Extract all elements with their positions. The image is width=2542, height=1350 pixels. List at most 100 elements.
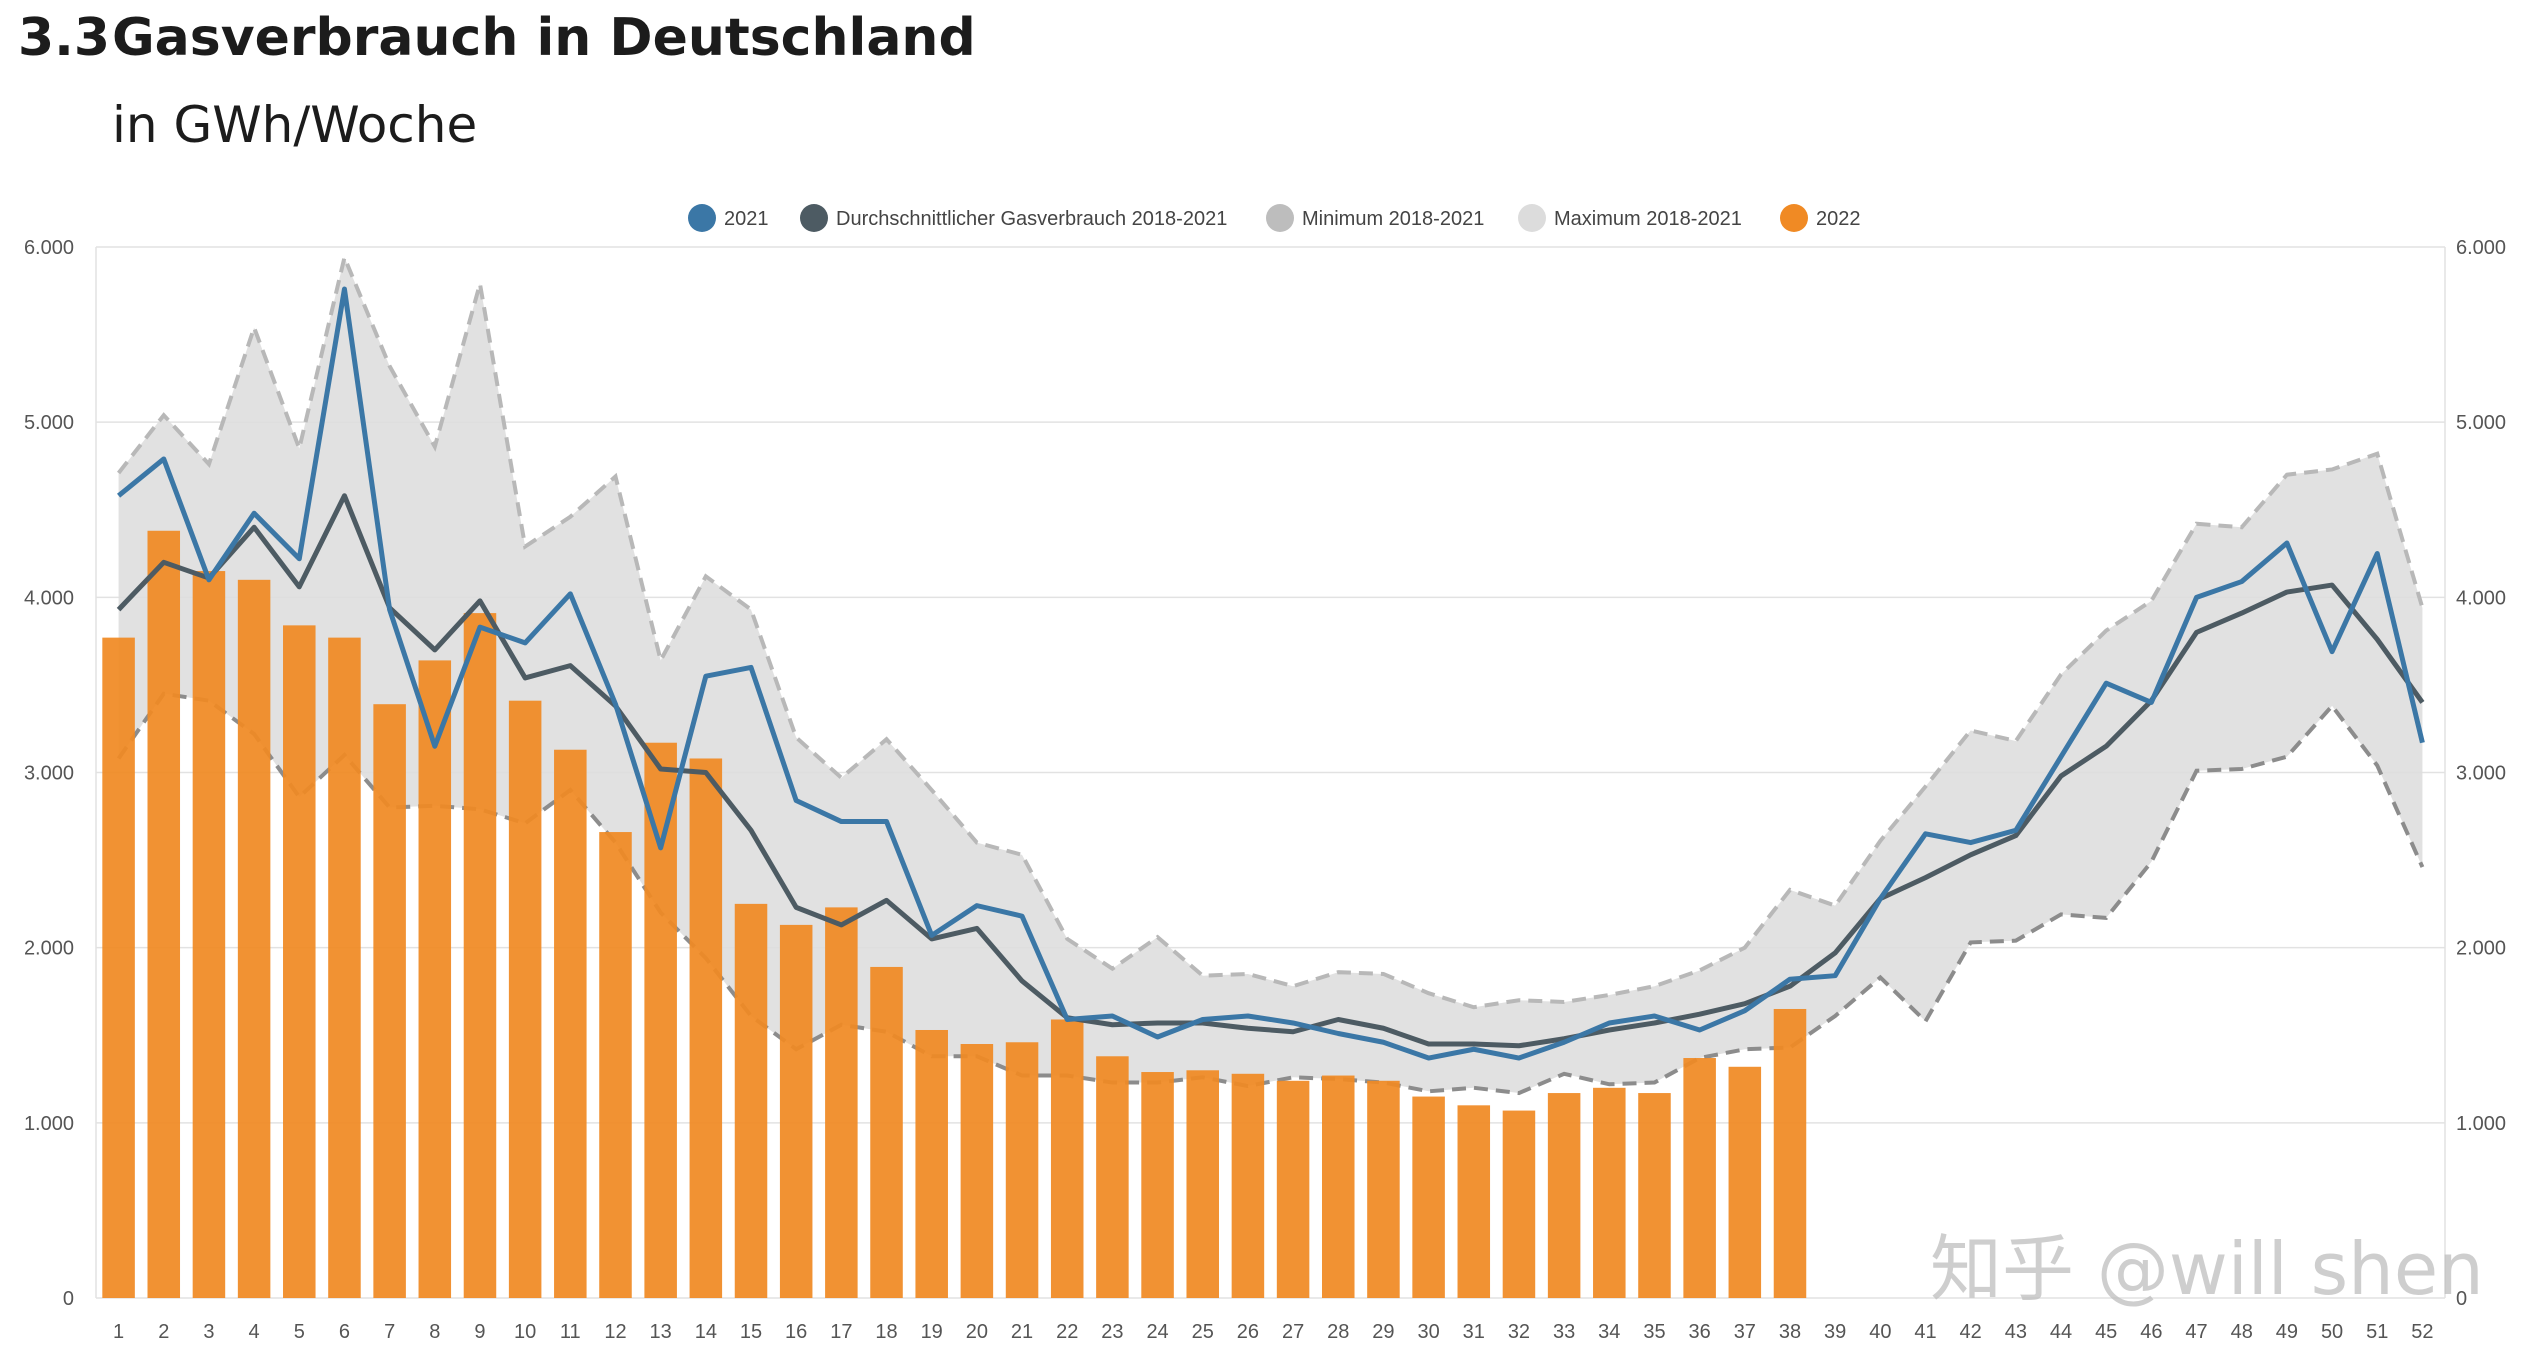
x-tick-46: 46 bbox=[2140, 1321, 2162, 1343]
bar-2022-week-8 bbox=[418, 660, 452, 1298]
y-tick-right-6: 6.000 bbox=[2456, 237, 2506, 259]
x-tick-28: 28 bbox=[1327, 1321, 1349, 1343]
bar-2022-week-20 bbox=[960, 1044, 994, 1298]
y-tick-right-3: 3.000 bbox=[2456, 763, 2506, 785]
x-tick-27: 27 bbox=[1282, 1321, 1304, 1343]
y-tick-right-2: 2.000 bbox=[2456, 938, 2506, 960]
bar-2022-week-7 bbox=[373, 704, 406, 1298]
x-tick-31: 31 bbox=[1463, 1321, 1485, 1343]
x-tick-47: 47 bbox=[2185, 1321, 2207, 1343]
bar-2022-week-15 bbox=[734, 903, 768, 1298]
bar-2022-week-27 bbox=[1276, 1080, 1310, 1298]
section-number: 3.3 bbox=[18, 8, 111, 68]
x-tick-50: 50 bbox=[2321, 1321, 2343, 1343]
bar-2022-week-32 bbox=[1502, 1110, 1536, 1298]
bar-2022-week-30 bbox=[1412, 1096, 1445, 1298]
bar-2022-week-23 bbox=[1096, 1056, 1129, 1298]
page-subtitle: in GWh/Woche bbox=[112, 96, 478, 154]
x-tick-2: 2 bbox=[158, 1321, 169, 1343]
bar-2022-week-3 bbox=[192, 571, 226, 1298]
x-tick-34: 34 bbox=[1598, 1321, 1620, 1343]
bar-2022-week-36 bbox=[1683, 1058, 1716, 1298]
x-tick-13: 13 bbox=[650, 1321, 672, 1343]
legend-label-1: Durchschnittlicher Gasverbrauch 2018-202… bbox=[836, 208, 1227, 230]
bar-2022-week-22 bbox=[1050, 1019, 1084, 1298]
x-tick-9: 9 bbox=[474, 1321, 485, 1343]
x-tick-52: 52 bbox=[2411, 1321, 2433, 1343]
x-tick-51: 51 bbox=[2366, 1321, 2388, 1343]
x-tick-30: 30 bbox=[1417, 1321, 1439, 1343]
x-tick-44: 44 bbox=[2050, 1321, 2072, 1343]
y-tick-right-0: 0 bbox=[2456, 1288, 2467, 1310]
legend-label-3: Maximum 2018-2021 bbox=[1554, 208, 1742, 230]
x-tick-5: 5 bbox=[294, 1321, 305, 1343]
bar-2022-week-29 bbox=[1367, 1080, 1400, 1298]
y-tick-right-5: 5.000 bbox=[2456, 412, 2506, 434]
x-tick-45: 45 bbox=[2095, 1321, 2117, 1343]
legend-label-4: 2022 bbox=[1816, 208, 1861, 230]
x-tick-21: 21 bbox=[1011, 1321, 1033, 1343]
bar-2022-week-38 bbox=[1773, 1008, 1807, 1298]
x-tick-26: 26 bbox=[1237, 1321, 1259, 1343]
x-tick-32: 32 bbox=[1508, 1321, 1530, 1343]
x-tick-17: 17 bbox=[830, 1321, 852, 1343]
bar-2022-week-35 bbox=[1638, 1093, 1671, 1298]
x-tick-41: 41 bbox=[1914, 1321, 1936, 1343]
legend-marker-4 bbox=[1780, 204, 1808, 232]
x-tick-3: 3 bbox=[203, 1321, 214, 1343]
x-tick-1: 1 bbox=[113, 1321, 124, 1343]
bar-2022-week-13 bbox=[644, 742, 677, 1298]
x-tick-49: 49 bbox=[2276, 1321, 2298, 1343]
y-tick-left-2: 2.000 bbox=[24, 938, 74, 960]
bar-2022-week-16 bbox=[779, 924, 813, 1298]
watermark: 知乎 @will shen bbox=[1930, 1227, 2484, 1311]
x-tick-36: 36 bbox=[1689, 1321, 1711, 1343]
x-tick-25: 25 bbox=[1192, 1321, 1214, 1343]
legend-label-2: Minimum 2018-2021 bbox=[1302, 208, 1484, 230]
x-tick-24: 24 bbox=[1146, 1321, 1168, 1343]
legend-label-0: 2021 bbox=[724, 208, 769, 230]
bar-2022-week-24 bbox=[1141, 1072, 1174, 1298]
bar-2022-week-12 bbox=[599, 832, 632, 1298]
bar-2022-week-21 bbox=[1005, 1042, 1039, 1298]
legend-marker-0 bbox=[688, 204, 716, 232]
x-tick-18: 18 bbox=[875, 1321, 897, 1343]
series-minimum-line bbox=[116, 691, 2425, 1096]
x-tick-40: 40 bbox=[1869, 1321, 1891, 1343]
bar-2022-week-1 bbox=[102, 637, 135, 1298]
x-tick-19: 19 bbox=[921, 1321, 943, 1343]
x-tick-35: 35 bbox=[1643, 1321, 1665, 1343]
series-2021-line bbox=[117, 286, 2425, 1061]
gas-consumption-chart: 2021 Durchschnittlicher Gasverbrauch 2018… bbox=[24, 204, 2506, 1343]
bar-2022-week-5 bbox=[283, 625, 316, 1298]
y-tick-left-5: 5.000 bbox=[24, 412, 74, 434]
bar-2022-week-31 bbox=[1457, 1105, 1491, 1298]
legend-marker-2 bbox=[1266, 204, 1294, 232]
bar-2022-week-26 bbox=[1231, 1073, 1265, 1298]
x-tick-23: 23 bbox=[1101, 1321, 1123, 1343]
legend-marker-1 bbox=[800, 204, 828, 232]
y-tick-right-1: 1.000 bbox=[2456, 1113, 2506, 1135]
y-tick-right-4: 4.000 bbox=[2456, 587, 2506, 609]
x-tick-4: 4 bbox=[249, 1321, 260, 1343]
x-tick-6: 6 bbox=[339, 1321, 350, 1343]
x-axis: 1 2 3 4 5 6 7 8 9 10 11 12 13 14 15 16 17 18 19 20 21 22 23 24 2… bbox=[113, 1321, 2434, 1343]
x-tick-33: 33 bbox=[1553, 1321, 1575, 1343]
bar-2022-week-9 bbox=[463, 613, 497, 1298]
x-tick-22: 22 bbox=[1056, 1321, 1078, 1343]
x-tick-48: 48 bbox=[2231, 1321, 2253, 1343]
x-tick-7: 7 bbox=[384, 1321, 395, 1343]
x-tick-29: 29 bbox=[1372, 1321, 1394, 1343]
bar-2022-week-14 bbox=[689, 758, 723, 1298]
x-tick-43: 43 bbox=[2005, 1321, 2027, 1343]
y-tick-left-1: 1.000 bbox=[24, 1113, 74, 1135]
bar-2022-week-19 bbox=[915, 1029, 948, 1298]
y-tick-left-3: 3.000 bbox=[24, 763, 74, 785]
page-title: Gasverbrauch in Deutschland bbox=[112, 8, 976, 68]
x-tick-38: 38 bbox=[1779, 1321, 1801, 1343]
x-tick-10: 10 bbox=[514, 1321, 536, 1343]
y-tick-left-6: 6.000 bbox=[24, 237, 74, 259]
series-average-line bbox=[116, 493, 2425, 1049]
bar-2022-week-10 bbox=[508, 700, 542, 1298]
x-tick-11: 11 bbox=[560, 1321, 581, 1343]
